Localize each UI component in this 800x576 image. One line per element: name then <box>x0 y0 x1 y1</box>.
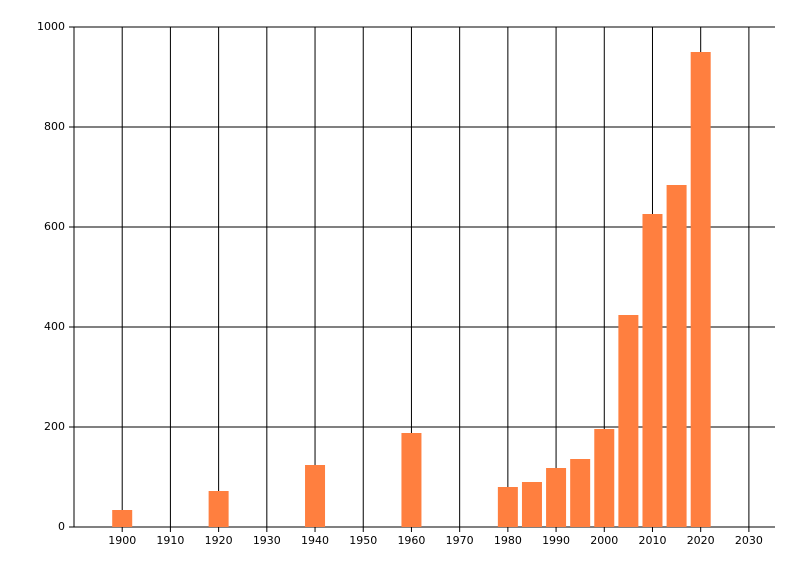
x-tick-label: 1900 <box>108 534 136 547</box>
bar <box>497 487 518 527</box>
x-tick-label: 1920 <box>205 534 233 547</box>
x-tick-label: 1990 <box>542 534 570 547</box>
x-tick-label: 2030 <box>735 534 763 547</box>
bar <box>401 433 422 527</box>
bar <box>594 429 615 527</box>
bar <box>546 468 567 527</box>
x-tick-label: 1960 <box>397 534 425 547</box>
bar <box>208 491 229 527</box>
bar <box>521 482 542 527</box>
x-tick-label: 1940 <box>301 534 329 547</box>
x-tick-label: 1910 <box>156 534 184 547</box>
x-tick-label: 1970 <box>446 534 474 547</box>
bar <box>690 52 711 527</box>
x-tick-label: 1930 <box>253 534 281 547</box>
bar <box>666 185 687 527</box>
y-tick-label: 800 <box>44 120 65 133</box>
bar <box>642 214 663 527</box>
y-tick-label: 600 <box>44 220 65 233</box>
bar <box>112 510 133 527</box>
x-tick-label: 2010 <box>638 534 666 547</box>
bar <box>570 459 591 527</box>
y-tick-label: 200 <box>44 420 65 433</box>
x-tick-label: 1950 <box>349 534 377 547</box>
x-tick-label: 2000 <box>590 534 618 547</box>
y-tick-label: 400 <box>44 320 65 333</box>
bar <box>305 465 326 527</box>
y-tick-label: 1000 <box>37 20 65 33</box>
bar <box>618 315 639 527</box>
y-tick-label: 0 <box>58 520 65 533</box>
x-tick-label: 2020 <box>687 534 715 547</box>
x-tick-label: 1980 <box>494 534 522 547</box>
